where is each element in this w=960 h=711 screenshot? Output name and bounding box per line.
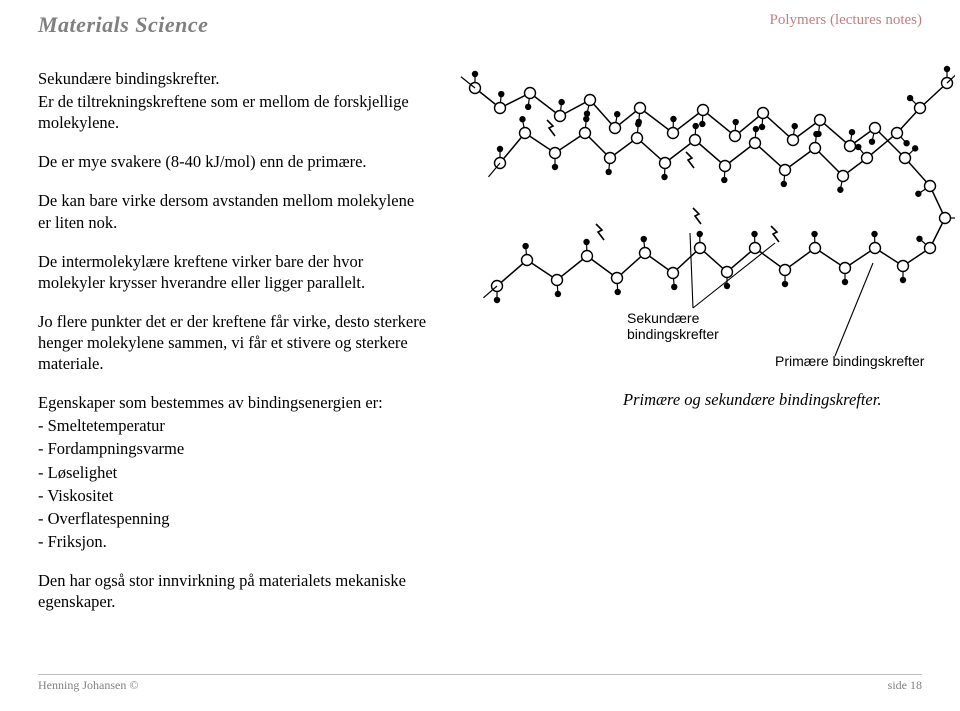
section-title: Sekundære bindingskrefter. bbox=[38, 68, 428, 89]
footer-page: side 18 bbox=[888, 678, 922, 693]
label-line: Sekundære bbox=[627, 310, 699, 326]
list-intro: Egenskaper som bestemmes av bindingsener… bbox=[38, 392, 428, 413]
diagram-label-secondary: Sekundære bindingskrefter bbox=[627, 310, 719, 342]
list-item: - Løselighet bbox=[38, 462, 428, 483]
paragraph: Den har også stor innvirkning på materia… bbox=[38, 570, 428, 612]
paragraph: De kan bare virke dersom avstanden mello… bbox=[38, 190, 428, 232]
label-line: bindingskrefter bbox=[627, 326, 719, 342]
header-subject: Polymers (lectures notes) bbox=[770, 12, 922, 29]
list-item: - Fordampningsvarme bbox=[38, 438, 428, 459]
paragraph: De intermolekylære kreftene virker bare … bbox=[38, 251, 428, 293]
paragraph: Er de tiltrekningskreftene som er mellom… bbox=[38, 91, 428, 133]
diagram-label-primary: Primære bindingskrefter bbox=[775, 353, 924, 369]
body-column: Sekundære bindingskrefter. Er de tiltrek… bbox=[38, 68, 428, 630]
footer-author: Henning Johansen © bbox=[38, 678, 138, 693]
header-brand: Materials Science bbox=[38, 12, 208, 38]
list-item: - Viskositet bbox=[38, 485, 428, 506]
list-item: - Smeltetemperatur bbox=[38, 415, 428, 436]
footer-rule bbox=[38, 674, 922, 675]
list-item: - Overflatespenning bbox=[38, 508, 428, 529]
page: Materials Science Polymers (lectures not… bbox=[0, 0, 960, 711]
diagram-caption: Primære og sekundære bindingskrefter. bbox=[623, 390, 881, 410]
paragraph: De er mye svakere (8-40 kJ/mol) enn de p… bbox=[38, 151, 428, 172]
list-item: - Friksjon. bbox=[38, 531, 428, 552]
paragraph: Jo flere punkter det er der kreftene får… bbox=[38, 311, 428, 374]
